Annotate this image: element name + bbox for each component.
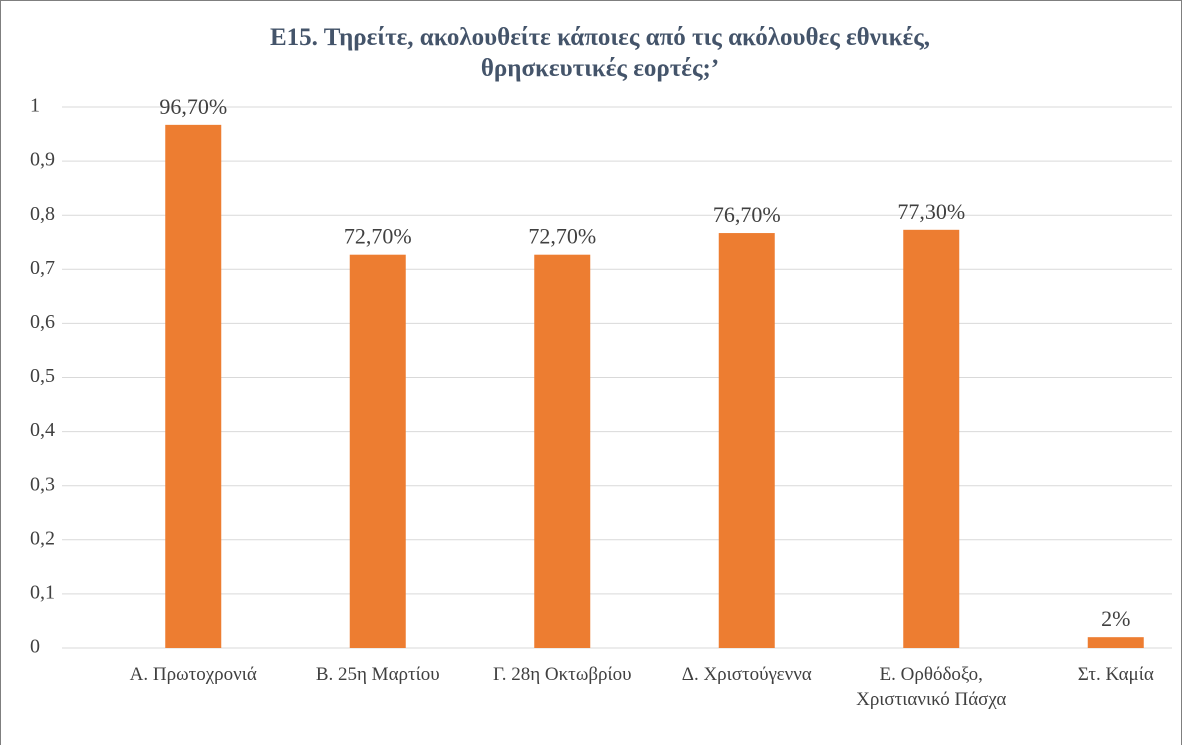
y-tick-label: 0,5 xyxy=(30,365,55,387)
value-label: 72,70% xyxy=(344,224,412,249)
y-tick-label: 0,4 xyxy=(30,419,55,441)
bar xyxy=(718,233,775,649)
y-tick-label: 0,1 xyxy=(30,581,55,603)
x-tick-label: Β. 25η Μαρτίου xyxy=(315,664,440,685)
y-tick-label: 0,2 xyxy=(30,527,55,549)
x-tick-label: Α. Πρωτοχρονιά xyxy=(129,664,257,685)
x-tick-label: Ε. Ορθόδοξο, Χριστιανικό Πάσχα xyxy=(856,664,1007,710)
value-label: 76,70% xyxy=(713,202,781,227)
value-label: 72,70% xyxy=(528,224,596,249)
y-tick-label: 0,8 xyxy=(30,203,55,225)
bar xyxy=(349,254,406,648)
x-tick-label: Γ. 28η Οκτωβρίου xyxy=(493,664,632,685)
y-tick-label: 0,7 xyxy=(30,257,55,279)
x-tick-label: Δ. Χριστούγεννα xyxy=(681,664,812,685)
y-tick-label: 0,3 xyxy=(30,473,55,495)
y-tick-label: 0,6 xyxy=(30,311,55,333)
x-tick-label: Στ. Καμία xyxy=(1077,664,1154,685)
bar xyxy=(165,124,222,648)
value-label: 77,30% xyxy=(897,199,965,224)
chart-title: Ε15. Τηρείτε, ακολουθείτε κάποιες από τι… xyxy=(269,24,931,82)
bar xyxy=(903,229,960,648)
bar xyxy=(534,254,591,648)
value-label: 2% xyxy=(1101,606,1130,631)
y-tick-label: 0 xyxy=(30,636,40,658)
value-label: 96,70% xyxy=(159,94,227,119)
y-tick-label: 0,9 xyxy=(30,149,55,171)
y-tick-label: 1 xyxy=(30,95,40,117)
bar xyxy=(1087,637,1144,648)
